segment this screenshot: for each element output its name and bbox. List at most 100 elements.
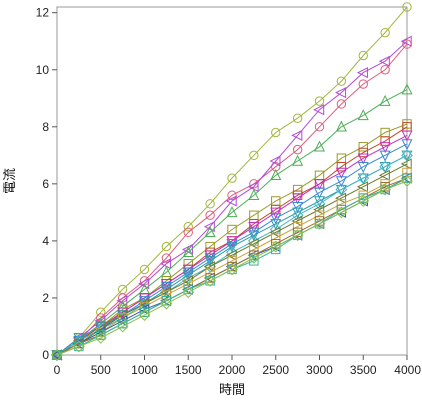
series-line	[56, 134, 408, 356]
data-point	[270, 168, 282, 180]
data-point	[52, 350, 62, 360]
data-point	[357, 173, 369, 185]
data-point	[226, 239, 238, 251]
data-point	[314, 122, 325, 132]
data-point	[358, 79, 368, 89]
data-point	[226, 236, 238, 248]
data-point	[205, 199, 215, 209]
data-point	[204, 250, 216, 262]
data-point	[96, 330, 106, 340]
data-point	[203, 261, 215, 273]
x-axis: 0 500 1000 1500 2000 2500 3000 3500 4000	[54, 355, 421, 377]
series-line	[56, 180, 408, 356]
data-point	[402, 2, 412, 12]
data-point	[249, 256, 259, 266]
data-point	[51, 349, 63, 361]
data-point	[248, 221, 260, 233]
data-point	[313, 187, 326, 199]
data-point	[292, 201, 304, 213]
data-point	[380, 184, 390, 195]
x-tick-label: 1500	[175, 363, 202, 377]
data-point	[204, 256, 216, 268]
data-point	[116, 320, 129, 333]
data-point	[269, 155, 281, 167]
y-tick-label: 0	[42, 348, 49, 362]
data-point	[335, 120, 347, 132]
data-point	[400, 158, 412, 170]
data-point	[138, 293, 151, 305]
series-16	[51, 175, 413, 361]
y-axis: 0 2 4 6 8 10 12	[36, 6, 57, 362]
data-point	[335, 87, 347, 99]
data-point	[378, 55, 390, 67]
data-point	[335, 206, 348, 219]
data-point	[227, 173, 237, 183]
data-point	[358, 147, 368, 158]
data-point	[401, 130, 413, 142]
data-point	[379, 150, 391, 162]
data-point	[336, 76, 347, 86]
data-point	[160, 258, 172, 270]
x-tick-label: 1000	[131, 363, 158, 377]
data-point	[313, 217, 326, 230]
data-point	[94, 331, 107, 344]
series-line	[56, 6, 408, 356]
data-point	[227, 224, 237, 235]
x-tick-label: 500	[91, 363, 111, 377]
data-point	[160, 278, 172, 291]
data-point	[73, 336, 85, 348]
data-point	[291, 215, 303, 227]
data-point	[271, 239, 281, 249]
data-point	[95, 324, 107, 336]
data-point	[379, 160, 392, 173]
data-point	[269, 240, 282, 253]
data-point	[183, 278, 193, 289]
data-point	[401, 83, 413, 95]
series-line	[56, 43, 408, 356]
data-point	[183, 227, 193, 238]
data-point	[314, 219, 325, 229]
data-point	[291, 229, 304, 242]
data-point	[249, 250, 259, 260]
data-point	[248, 230, 260, 242]
data-point	[247, 238, 259, 250]
data-point	[356, 67, 368, 79]
data-point	[379, 142, 391, 154]
data-point	[226, 263, 238, 276]
data-point	[204, 253, 216, 265]
data-point	[335, 183, 348, 196]
x-axis-title: 時間	[219, 383, 245, 398]
y-tick-label: 6	[42, 177, 49, 191]
data-point	[379, 183, 392, 196]
data-point	[402, 167, 412, 178]
data-point	[204, 226, 216, 238]
data-point	[357, 162, 369, 174]
x-tick-label: 2500	[262, 363, 289, 377]
data-point	[161, 296, 172, 306]
data-point	[270, 207, 282, 219]
x-tick-label: 2000	[219, 363, 246, 377]
data-point	[227, 190, 237, 200]
data-point	[204, 274, 217, 287]
data-point	[378, 169, 390, 181]
data-point	[313, 204, 325, 216]
data-point	[335, 167, 347, 179]
data-point	[182, 267, 194, 279]
data-point	[313, 104, 325, 116]
series-line	[56, 123, 408, 356]
data-point	[401, 149, 413, 162]
data-point	[292, 154, 304, 166]
data-point	[401, 139, 413, 151]
data-point	[269, 226, 281, 238]
data-point	[380, 27, 390, 38]
data-point	[292, 113, 303, 123]
data-point	[357, 153, 369, 165]
data-point	[336, 199, 347, 209]
data-point	[226, 241, 238, 253]
data-point	[402, 173, 412, 183]
data-point	[336, 99, 347, 109]
data-point	[292, 144, 303, 155]
data-point	[292, 230, 303, 240]
series-line	[56, 40, 408, 356]
